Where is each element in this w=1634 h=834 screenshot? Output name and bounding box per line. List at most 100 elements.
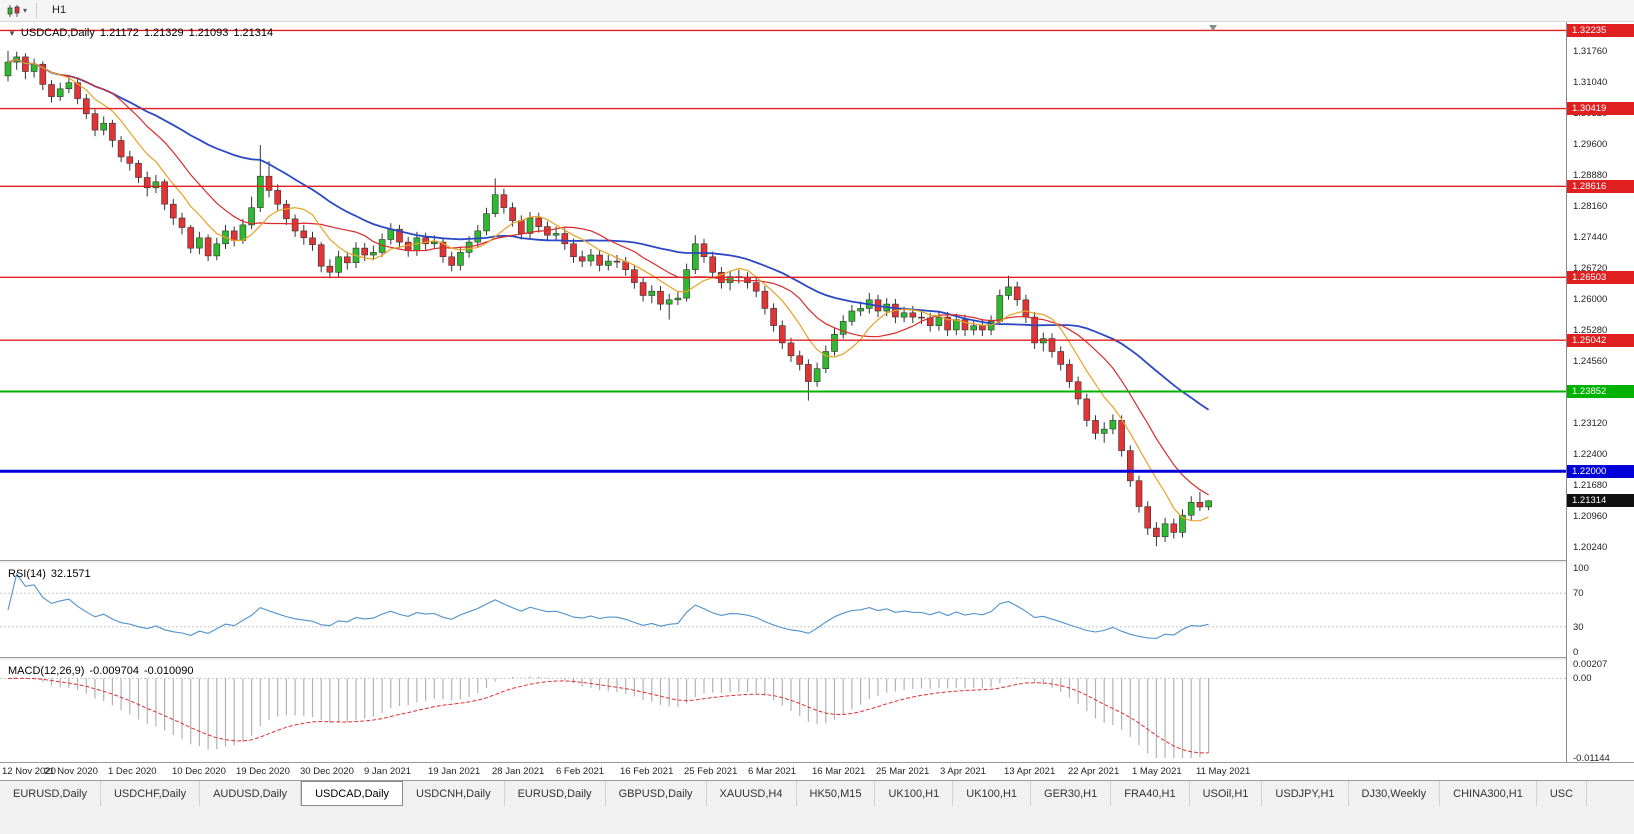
date-tick-label: 16 Feb 2021 — [620, 766, 674, 777]
current-price-badge: 1.21314 — [1567, 494, 1634, 508]
price-level-badge: 1.25042 — [1567, 333, 1634, 347]
macd-panel[interactable]: MACD(12,26,9) -0.009704 -0.010090 — [0, 660, 1566, 762]
price-level-badge: 1.23852 — [1567, 385, 1634, 398]
date-tick-label: 25 Feb 2021 — [684, 766, 738, 777]
chart-tab-DJ30-Weekly[interactable]: DJ30,Weekly — [1349, 781, 1441, 806]
date-tick-label: 30 Dec 2020 — [300, 766, 354, 777]
price-tick-label: 1.25280 — [1573, 324, 1608, 336]
chart-tab-UK100-H1[interactable]: UK100,H1 — [875, 781, 954, 806]
ohlc-close: 1.21314 — [233, 27, 274, 39]
chart-tab-GER30-H1[interactable]: GER30,H1 — [1031, 781, 1112, 806]
price-tick-label: 1.28160 — [1573, 200, 1608, 212]
chart-tab-USDCAD-Daily[interactable]: USDCAD,Daily — [301, 781, 404, 806]
chart-type-icon[interactable] — [6, 3, 22, 18]
macd-title: MACD(12,26,9) -0.009704 -0.010090 — [8, 665, 199, 677]
date-tick-label: 1 Dec 2020 — [108, 766, 157, 777]
rsi-chart[interactable] — [0, 563, 1566, 657]
rsi-tick-label: 70 — [1573, 588, 1584, 600]
rsi-tick-label: 30 — [1573, 621, 1584, 633]
macd-tick-label: 0.00207 — [1573, 659, 1608, 670]
toolbar-separator — [36, 3, 38, 18]
ohlc-open: 1.21172 — [99, 27, 139, 39]
price-tick-label: 1.23120 — [1573, 418, 1608, 430]
macd-tick-label: -0.01144 — [1573, 753, 1610, 764]
price-tick-label: 1.27440 — [1573, 231, 1608, 243]
price-tick-label: 1.29600 — [1573, 138, 1608, 150]
chart-symbol: USDCAD,Daily — [20, 27, 95, 39]
panel-splitter[interactable] — [0, 657, 1634, 660]
rsi-label: RSI(14) — [8, 568, 46, 580]
price-tick-label: 1.31040 — [1573, 76, 1608, 88]
chart-tab-AUDUSD-Daily[interactable]: AUDUSD,Daily — [200, 781, 302, 806]
date-tick-label: 16 Mar 2021 — [812, 766, 866, 777]
chart-tab-USDCHF-Daily[interactable]: USDCHF,Daily — [101, 781, 201, 806]
price-tick-label: 1.20240 — [1573, 542, 1608, 554]
chart-shift-marker-icon — [1209, 25, 1217, 31]
price-tick-label: 1.21680 — [1573, 480, 1608, 492]
chart-tab-HK50-M15[interactable]: HK50,M15 — [797, 781, 876, 806]
date-tick-label: 6 Mar 2021 — [748, 766, 797, 777]
macd-chart[interactable] — [0, 660, 1566, 762]
date-tick-label: 1 May 2021 — [1132, 766, 1182, 777]
chart-tabs-bar: EURUSD,Daily USDCHF,Daily AUDUSD,Daily USDC… — [0, 780, 1634, 806]
date-tick-label: 10 Dec 2020 — [172, 766, 226, 777]
chart-tab-USDCNH-Daily[interactable]: USDCNH,Daily — [403, 781, 505, 806]
panel-splitter[interactable] — [0, 560, 1634, 563]
price-level-badge: 1.22000 — [1567, 464, 1634, 478]
triangle-down-icon[interactable]: ▼ — [8, 29, 16, 38]
rsi-line — [7, 572, 1209, 640]
chart-title: ▼ USDCAD,Daily 1.21172 1.21329 1.21093 1.2131… — [8, 27, 278, 39]
bottom-strip — [0, 806, 1634, 834]
rsi-value: 32.1571 — [50, 568, 91, 580]
toolbar: ▾ M1M5M15M30H1H4D1W1MN — [0, 0, 1634, 92]
date-tick-label: 6 Feb 2021 — [556, 766, 605, 777]
fast-ma-line — [7, 58, 1209, 522]
medium-ma-line — [7, 58, 1209, 496]
chart-tab-EURUSD-Daily[interactable]: EURUSD,Daily — [505, 781, 606, 806]
ohlc-high: 1.21329 — [143, 27, 184, 39]
price-level-badge: 1.32235 — [1567, 23, 1634, 37]
chart-tab-XAUUSD-H4[interactable]: XAUUSD,H4 — [707, 781, 797, 806]
rsi-tick-label: 0 — [1573, 647, 1579, 658]
price-tick-label: 1.26000 — [1573, 293, 1608, 305]
price-level-badge: 1.30419 — [1567, 102, 1634, 116]
price-axis[interactable]: 1.317601.310401.303201.296001.288801.281… — [1566, 22, 1634, 764]
rsi-tick-label: 100 — [1573, 563, 1589, 574]
date-tick-label: 3 Apr 2021 — [940, 766, 986, 777]
chart-tab-UK100-H1[interactable]: UK100,H1 — [953, 781, 1032, 806]
chart-tab-USOil-H1[interactable]: USOil,H1 — [1190, 781, 1263, 806]
date-tick-label: 11 May 2021 — [1196, 766, 1251, 777]
macd-label: MACD(12,26,9) — [8, 665, 85, 677]
rsi-panel[interactable]: RSI(14) 32.1571 — [0, 563, 1566, 657]
macd-value-main: -0.009704 — [89, 665, 139, 677]
date-tick-label: 21 Nov 2020 — [44, 766, 98, 777]
date-tick-label: 22 Apr 2021 — [1068, 766, 1120, 777]
date-tick-label: 12 Nov 2020 — [2, 766, 56, 777]
macd-signal-line — [7, 677, 1209, 754]
price-tick-label: 1.24560 — [1573, 355, 1608, 367]
timeframe-button-H1[interactable]: H1 — [52, 4, 67, 16]
chart-tab-GBPUSD-Daily[interactable]: GBPUSD,Daily — [606, 781, 707, 806]
ohlc-low: 1.21093 — [188, 27, 229, 39]
date-tick-label: 9 Jan 2021 — [364, 766, 412, 777]
macd-value-signal: -0.010090 — [143, 665, 194, 677]
price-tick-label: 1.26720 — [1573, 262, 1608, 274]
chart-tab-USDJPY-H1[interactable]: USDJPY,H1 — [1262, 781, 1349, 806]
date-tick-label: 19 Jan 2021 — [428, 766, 481, 777]
chart-tab-USC[interactable]: USC — [1537, 781, 1588, 806]
date-tick-label: 28 Jan 2021 — [492, 766, 545, 777]
price-level-badge: 1.26503 — [1567, 270, 1634, 284]
chart-tab-FRA40-H1[interactable]: FRA40,H1 — [1111, 781, 1190, 806]
price-tick-label: 1.28880 — [1573, 169, 1608, 181]
candlestick-chart[interactable] — [0, 22, 1566, 560]
macd-tick-label: 0.00 — [1573, 673, 1592, 685]
chevron-down-icon[interactable]: ▾ — [23, 6, 28, 15]
rsi-title: RSI(14) 32.1571 — [8, 568, 96, 580]
chart-tab-EURUSD-Daily[interactable]: EURUSD,Daily — [0, 781, 101, 806]
chart-tab-CHINA300-H1[interactable]: CHINA300,H1 — [1440, 781, 1537, 806]
main-chart-panel[interactable]: ▼ USDCAD,Daily 1.21172 1.21329 1.21093 1.2131… — [0, 22, 1566, 560]
date-tick-label: 13 Apr 2021 — [1004, 766, 1056, 777]
time-axis[interactable]: 12 Nov 2020 21 Nov 2020 1 Dec 2020 10 Dec 2… — [0, 762, 1634, 780]
price-tick-label: 1.20960 — [1573, 511, 1608, 523]
